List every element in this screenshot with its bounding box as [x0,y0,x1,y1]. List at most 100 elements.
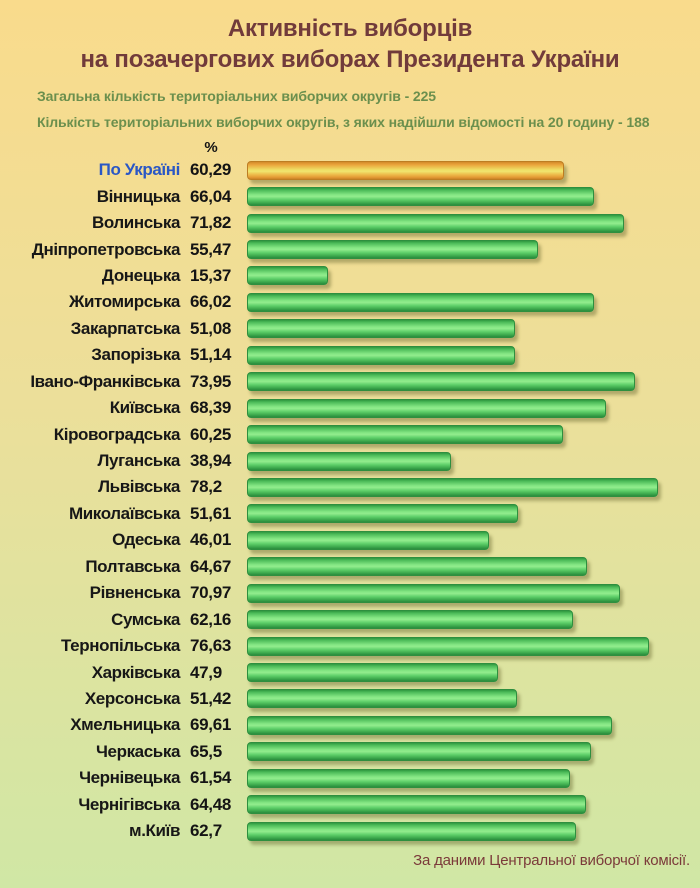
value-label: 38,94 [190,451,232,471]
bar-row: Луганська 38,94 [0,448,700,474]
bar-zone [247,610,667,630]
region-label: Сумська [111,609,180,629]
region-label: Черкаська [95,741,180,761]
bar-zone [247,768,667,788]
region-label: Запорізька [91,345,180,365]
value-label: 60,29 [190,160,232,180]
bar-rows: По Україні 60,29 Вінницька 66,04 Волинсь… [0,157,700,844]
bar [247,187,594,207]
bar-row: Харківська 47,9 [0,659,700,685]
bar-row: Київська 68,39 [0,395,700,421]
bar-zone [247,636,667,656]
bar [247,372,636,392]
bar [247,663,499,683]
bar-row: По Україні 60,29 [0,157,700,183]
bar-zone [247,504,667,524]
region-label: Чернівецька [79,768,180,788]
region-label: Луганська [97,451,181,471]
page-title-line2: на позачергових виборах Президента Украї… [80,46,620,73]
bar-row: Вінницька 66,04 [0,183,700,209]
bar-row: Волинська 71,82 [0,210,700,236]
bar-zone [247,821,667,841]
region-label: Дніпропетровська [31,239,181,259]
bar-row: Закарпатська 51,08 [0,316,700,342]
bar-row: м.Київ 62,7 [0,818,700,844]
bar [247,319,516,339]
bar-row: Чернігівська 64,48 [0,792,700,818]
value-label: 46,01 [190,530,232,550]
region-label: Чернігівська [78,794,180,814]
bar-zone [247,477,667,497]
bar-zone [247,398,667,418]
bar-zone [247,583,667,603]
value-label: 71,82 [190,213,232,233]
value-label: 51,08 [190,318,232,338]
bar-zone [247,689,667,709]
bar-row: Львівська 78,2 [0,474,700,500]
subtitle-reported-districts: Кількість територіальних виборчих округі… [37,114,650,130]
bar [247,742,591,762]
value-label: 15,37 [190,265,232,285]
region-label: Полтавська [85,556,180,576]
bar-zone [247,742,667,762]
value-label: 65,5 [190,741,222,761]
value-label: 62,7 [190,821,222,841]
bar [247,266,328,286]
value-label: 78,2 [190,477,222,497]
region-label: Вінницька [96,186,181,206]
percent-axis-header: % [204,139,218,156]
bar-zone [247,663,667,683]
bar-zone [247,530,667,550]
value-label: 68,39 [190,398,232,418]
region-label: Волинська [91,213,180,233]
value-label: 55,47 [190,239,232,259]
value-label: 60,25 [190,424,232,444]
value-label: 66,04 [190,186,232,206]
region-label: Львівська [98,477,180,497]
bar [247,398,607,418]
bar-zone [247,557,667,577]
region-label: Київська [109,398,181,418]
bar [247,160,564,180]
bar-zone [247,213,667,233]
value-label: 73,95 [190,371,232,391]
region-label: Херсонська [84,688,181,708]
page-title-line1: Активність виборців [227,15,473,42]
bar [247,530,489,550]
value-label: 62,16 [190,609,232,629]
bar-zone [247,345,667,365]
region-label: Закарпатська [70,318,181,338]
region-label: Харківська [91,662,181,682]
bar-row: Чернівецька 61,54 [0,765,700,791]
bar-zone [247,240,667,260]
region-label: Житомирська [69,292,180,312]
page-title: Активність виборців на позачергових вибо… [0,0,700,75]
bar [247,292,594,312]
bar-row: Херсонська 51,42 [0,686,700,712]
bar [247,240,539,260]
bar-row: Черкаська 65,5 [0,739,700,765]
region-label: Одеська [112,530,180,550]
bar-row: Сумська 62,16 [0,606,700,632]
bar [247,504,518,524]
value-label: 61,54 [190,768,232,788]
value-label: 64,48 [190,794,232,814]
bar-row: Одеська 46,01 [0,527,700,553]
bar-row: Дніпропетровська 55,47 [0,236,700,262]
region-label: Хмельницька [70,715,180,735]
bar-zone [247,425,667,445]
bar-zone [247,372,667,392]
bar [247,821,577,841]
bar [247,689,517,709]
bar [247,768,571,788]
bar-row: Хмельницька 69,61 [0,712,700,738]
bar-row: Кіровоградська 60,25 [0,421,700,447]
bar-row: Тернопільська 76,63 [0,633,700,659]
bar [247,477,658,497]
region-label: Рівненська [89,583,181,603]
bar [247,636,650,656]
bar [247,715,613,735]
bar-row: Рівненська 70,97 [0,580,700,606]
source-note: За даними Центральної виборчої комісії. [413,852,690,870]
region-label: м.Київ [129,821,180,841]
